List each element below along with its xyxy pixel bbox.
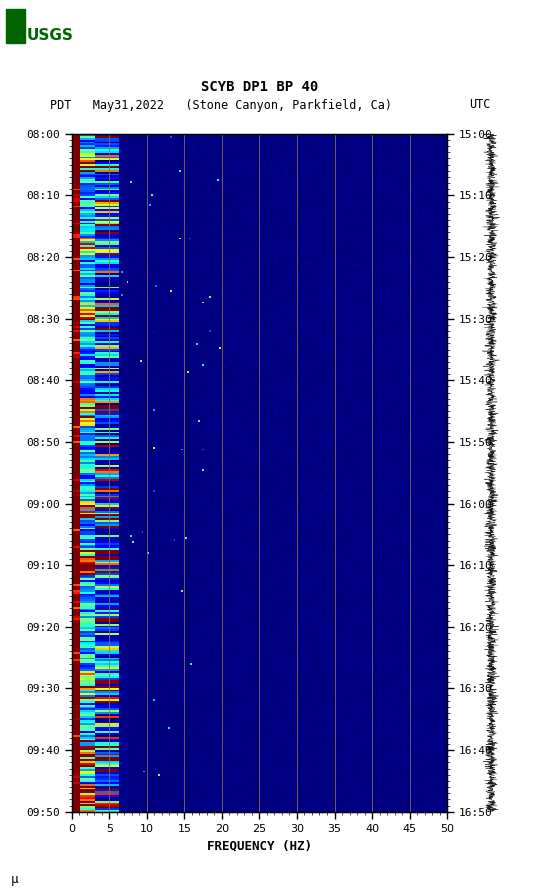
Text: SCYB DP1 BP 40: SCYB DP1 BP 40 — [201, 79, 318, 94]
Text: UTC: UTC — [470, 98, 491, 112]
Text: μ: μ — [11, 873, 19, 886]
Bar — [6, 9, 25, 43]
Text: PDT   May31,2022   (Stone Canyon, Parkfield, Ca): PDT May31,2022 (Stone Canyon, Parkfield,… — [50, 98, 392, 112]
Text: USGS: USGS — [26, 29, 73, 44]
X-axis label: FREQUENCY (HZ): FREQUENCY (HZ) — [207, 839, 312, 852]
